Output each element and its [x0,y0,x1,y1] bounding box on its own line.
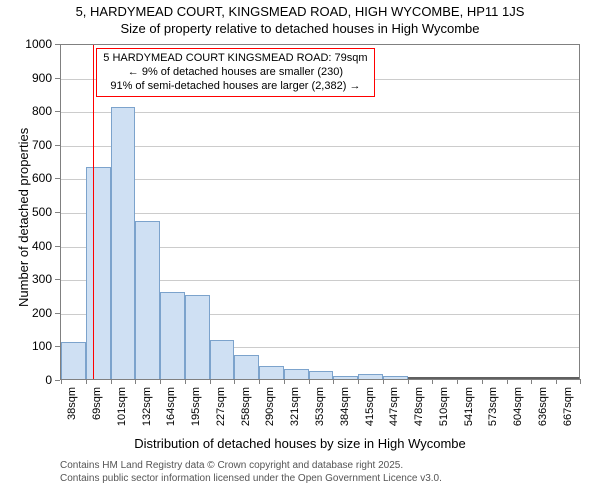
y-tick-label: 600 [12,171,52,185]
histogram-bar [61,342,86,379]
x-tick-mark [259,379,260,384]
x-tick-mark [284,379,285,384]
histogram-bar [259,366,284,379]
x-tick-mark [135,379,136,384]
x-tick-label: 101sqm [116,387,128,426]
histogram-bar [309,371,334,379]
annotation-box: 5 HARDYMEAD COURT KINGSMEAD ROAD: 79sqm←… [96,48,374,97]
gridline [61,213,579,214]
y-tick-label: 700 [12,138,52,152]
y-tick-label: 200 [12,306,52,320]
x-tick-label: 258sqm [240,387,252,426]
y-tick-label: 1000 [12,37,52,51]
x-tick-label: 573sqm [487,387,499,426]
x-tick-mark [358,379,359,384]
y-tick-label: 900 [12,71,52,85]
x-tick-mark [408,379,409,384]
y-tick-label: 400 [12,239,52,253]
annotation-line2: ← 9% of detached houses are smaller (230… [103,66,367,80]
x-tick-label: 38sqm [66,387,78,420]
histogram-bar [383,376,408,379]
annotation-line3: 91% of semi-detached houses are larger (… [103,80,367,94]
x-tick-mark [185,379,186,384]
x-tick-mark [61,379,62,384]
y-tick-label: 0 [12,373,52,387]
x-tick-mark [333,379,334,384]
x-tick-label: 415sqm [364,387,376,426]
x-axis-label: Distribution of detached houses by size … [0,436,600,451]
x-tick-mark [309,379,310,384]
x-tick-label: 478sqm [413,387,425,426]
x-tick-mark [531,379,532,384]
histogram-bar [160,292,185,379]
x-tick-label: 321sqm [289,387,301,426]
histogram-bar [86,167,111,379]
y-tick-mark [55,380,60,381]
x-tick-mark [383,379,384,384]
gridline [61,112,579,113]
x-tick-label: 447sqm [388,387,400,426]
x-tick-mark [210,379,211,384]
x-tick-mark [86,379,87,384]
chart-title-line2: Size of property relative to detached ho… [0,21,600,36]
gridline [61,179,579,180]
x-tick-label: 195sqm [190,387,202,426]
x-tick-label: 69sqm [91,387,103,420]
histogram-bar [111,107,136,379]
histogram-bar [333,376,358,379]
x-tick-label: 290sqm [264,387,276,426]
annotation-line1: 5 HARDYMEAD COURT KINGSMEAD ROAD: 79sqm [103,52,367,66]
y-tick-label: 800 [12,104,52,118]
x-tick-label: 510sqm [438,387,450,426]
histogram-bar [284,369,309,379]
histogram-bar [185,295,210,379]
x-tick-mark [556,379,557,384]
y-tick-label: 500 [12,205,52,219]
footer-line2: Contains public sector information licen… [60,473,442,484]
gridline [61,146,579,147]
x-tick-mark [111,379,112,384]
x-tick-label: 164sqm [165,387,177,426]
x-tick-label: 636sqm [537,387,549,426]
x-tick-label: 353sqm [314,387,326,426]
x-tick-label: 384sqm [339,387,351,426]
chart-title-line1: 5, HARDYMEAD COURT, KINGSMEAD ROAD, HIGH… [0,4,600,19]
x-tick-label: 541sqm [463,387,475,426]
footer-line1: Contains HM Land Registry data © Crown c… [60,460,403,471]
x-tick-label: 667sqm [562,387,574,426]
x-tick-mark [457,379,458,384]
reference-line [93,45,94,379]
y-tick-label: 300 [12,272,52,286]
x-tick-label: 132sqm [141,387,153,426]
histogram-bar [210,340,235,379]
chart-container: 5, HARDYMEAD COURT, KINGSMEAD ROAD, HIGH… [0,0,600,500]
histogram-bar [135,221,160,379]
x-tick-mark [580,379,581,384]
histogram-bar [234,355,259,379]
x-tick-label: 227sqm [215,387,227,426]
x-tick-label: 604sqm [512,387,524,426]
y-tick-label: 100 [12,339,52,353]
x-tick-mark [482,379,483,384]
x-tick-mark [234,379,235,384]
x-tick-mark [432,379,433,384]
x-tick-mark [160,379,161,384]
histogram-bar [358,374,383,379]
x-tick-mark [507,379,508,384]
